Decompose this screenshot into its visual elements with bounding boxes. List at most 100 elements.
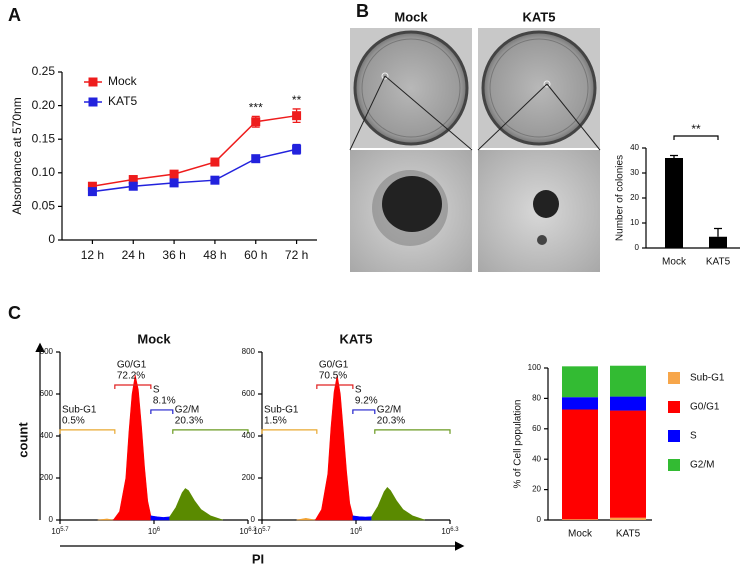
legend-swatch — [668, 372, 680, 384]
marker — [87, 181, 97, 191]
y-tick-label: 800 — [40, 347, 54, 356]
histogram-area — [169, 488, 224, 521]
y-tick-label: 0.25 — [32, 64, 56, 78]
marker — [251, 117, 261, 127]
y-tick-label: 800 — [242, 347, 256, 356]
x-tick-label: 106.3 — [239, 527, 257, 537]
zoom-line — [477, 83, 548, 151]
gate-name: S — [153, 385, 160, 396]
legend-swatch — [668, 401, 680, 413]
tick-base: 10 — [51, 527, 60, 536]
zoom-line — [349, 75, 386, 151]
gate-name: G2/M — [175, 405, 199, 416]
plate-rim — [361, 38, 461, 138]
zoom-spot — [543, 80, 551, 88]
tick-exponent: 6.3 — [450, 527, 459, 533]
gate-name: G2/M — [377, 405, 401, 416]
y-tick-label: 20 — [532, 485, 541, 494]
marker — [128, 181, 138, 191]
gate-percent: 9.2% — [355, 396, 378, 407]
x-axis-label: PI — [252, 551, 264, 566]
bar — [709, 236, 727, 248]
y-tick-label: 60 — [532, 424, 541, 433]
series-line — [92, 148, 297, 193]
legend-marker — [88, 97, 98, 107]
bar-segment — [562, 519, 598, 520]
marker — [128, 175, 138, 185]
panel-label: A — [8, 5, 21, 25]
tick-base: 10 — [253, 527, 262, 536]
legend-label: KAT5 — [108, 94, 137, 108]
gate — [150, 409, 174, 414]
bar-segment — [610, 365, 646, 397]
colony — [382, 176, 442, 232]
marker — [210, 157, 220, 167]
gate — [261, 429, 318, 434]
gate-name: Sub-G1 — [62, 405, 97, 416]
bar — [665, 158, 683, 248]
histogram-area — [371, 486, 426, 521]
x-tick-label: KAT5 — [616, 529, 641, 540]
tick-base: 10 — [350, 527, 359, 536]
bar-segment — [610, 517, 646, 520]
bar-segment — [610, 396, 646, 411]
x-tick-label: 106 — [350, 527, 363, 537]
colony — [533, 190, 559, 218]
y-axis-label: Absorbance at 570nm — [10, 97, 24, 214]
y-tick-label: 30 — [630, 168, 639, 177]
tick-base: 10 — [148, 527, 157, 536]
y-tick-label: 0 — [251, 515, 256, 524]
legend-label: S — [690, 431, 697, 442]
y-tick-label: 100 — [528, 363, 542, 372]
x-tick-label: 36 h — [162, 248, 185, 262]
x-tick-label: 105.7 — [51, 527, 69, 537]
gate — [172, 429, 249, 434]
legend-label: Mock — [108, 74, 138, 88]
marker — [292, 144, 302, 154]
legend-label: Sub-G1 — [690, 373, 725, 384]
significance: ** — [691, 122, 701, 136]
panel-label: C — [8, 303, 21, 323]
y-tick-label: 0.15 — [32, 131, 56, 145]
y-tick-label: 40 — [630, 143, 639, 152]
y-tick-label: 0.05 — [32, 199, 56, 213]
x-tick-label: 72 h — [285, 248, 308, 262]
gate-percent: 20.3% — [377, 416, 405, 427]
gate-percent: 72.2% — [117, 371, 145, 382]
gate-name: Sub-G1 — [264, 405, 299, 416]
tick-exponent: 6 — [157, 527, 161, 533]
y-tick-label: 0 — [537, 515, 542, 524]
bar-segment — [562, 397, 598, 410]
x-tick-label: 48 h — [203, 248, 226, 262]
y-tick-label: 0.20 — [32, 98, 56, 112]
x-tick-label: 106 — [148, 527, 161, 537]
histogram-area — [296, 518, 316, 521]
x-tick-label: 24 h — [122, 248, 145, 262]
histogram-area — [352, 515, 372, 521]
histogram-area — [112, 375, 152, 521]
y-axis-label: Number of colonies — [615, 155, 626, 241]
marker — [87, 187, 97, 197]
gate-name: S — [355, 385, 362, 396]
panel-label: B — [356, 1, 369, 21]
y-tick-label: 200 — [242, 473, 256, 482]
histogram-area — [314, 375, 354, 521]
x-tick-label: 12 h — [81, 248, 104, 262]
significance: ** — [292, 93, 302, 107]
histogram-area — [150, 515, 170, 521]
plate — [353, 30, 469, 146]
gate-name: G0/G1 — [319, 360, 349, 371]
bar-segment — [562, 409, 598, 520]
chart-title: KAT5 — [340, 331, 373, 346]
y-tick-label: 10 — [630, 218, 639, 227]
significance: *** — [249, 101, 263, 115]
y-tick-label: 20 — [630, 193, 639, 202]
y-tick-label: 600 — [40, 389, 54, 398]
legend-label: G2/M — [690, 460, 714, 471]
x-tick-label: Mock — [568, 529, 593, 540]
gate — [374, 429, 451, 434]
legend-swatch — [668, 430, 680, 442]
y-tick-label: 600 — [242, 389, 256, 398]
gate — [59, 429, 116, 434]
marker — [251, 154, 261, 164]
